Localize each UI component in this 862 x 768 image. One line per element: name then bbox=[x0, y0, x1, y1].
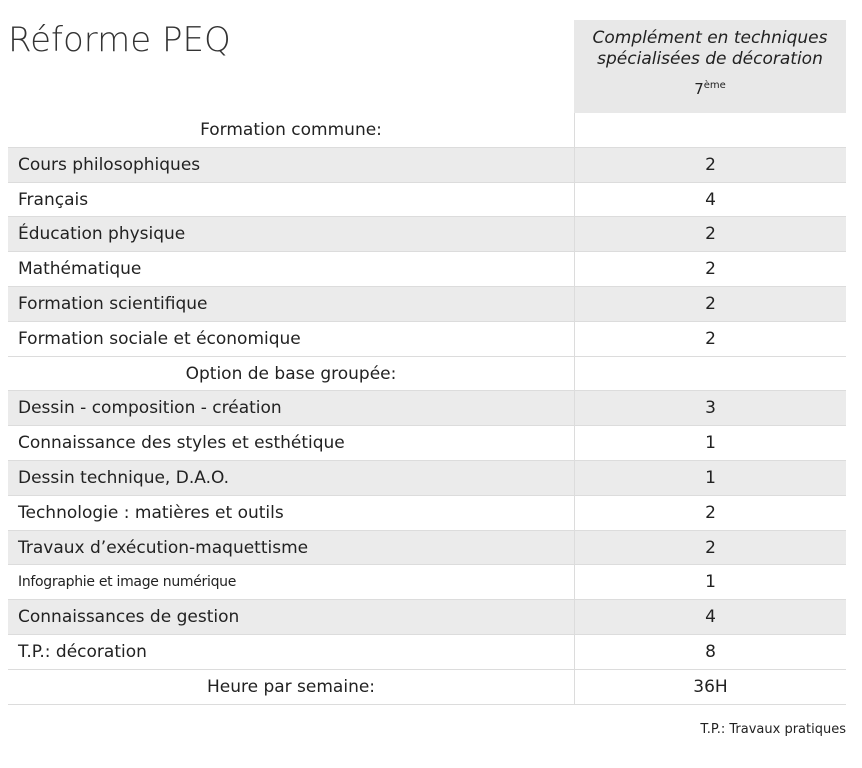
table-row: Technologie : matières et outils 2 bbox=[8, 495, 846, 531]
table-row: Mathématique 2 bbox=[8, 252, 846, 287]
row-label: Mathématique bbox=[18, 259, 142, 280]
table-row: Option de base groupée: bbox=[8, 356, 846, 392]
row-value bbox=[574, 113, 846, 147]
row-label: Travaux d’exécution-maquettisme bbox=[8, 530, 574, 565]
row-value: 2 bbox=[574, 147, 846, 182]
row-value: 4 bbox=[574, 600, 846, 634]
year-number: 7 bbox=[694, 80, 704, 98]
footnote: T.P.: Travaux pratiques bbox=[700, 722, 846, 737]
row-label: Français bbox=[18, 189, 89, 210]
table-row: Dessin technique, D.A.O. 1 bbox=[8, 461, 846, 496]
row-label: Technologie : matières et outils bbox=[18, 502, 284, 523]
table-row: Connaissances de gestion 4 bbox=[8, 600, 846, 635]
column-header: Complément en techniques spécialisées de… bbox=[574, 20, 846, 113]
table-row: Travaux d’exécution-maquettisme 2 bbox=[8, 530, 846, 566]
row-label: Option de base groupée: bbox=[185, 363, 397, 384]
table-row: Connaissance des styles et esthétique 1 bbox=[8, 426, 846, 461]
year-suffix: ème bbox=[703, 80, 726, 91]
row-value: 2 bbox=[574, 287, 846, 321]
table-row: Formation commune: bbox=[8, 113, 846, 148]
row-label: Connaissance des styles et esthétique bbox=[18, 433, 345, 454]
table-row: Infographie et image numérique 1 bbox=[8, 565, 846, 601]
row-label: Formation scientifique bbox=[8, 287, 574, 321]
table-row: T.P.: décoration 8 bbox=[8, 635, 846, 670]
table-row: Français 4 bbox=[8, 182, 846, 218]
column-title: Complément en techniques spécialisées de… bbox=[592, 28, 828, 69]
row-label: T.P.: décoration bbox=[18, 642, 147, 662]
row-label: Formation sociale et économique bbox=[18, 328, 301, 349]
row-value: 1 bbox=[574, 461, 846, 495]
row-value: 1 bbox=[574, 426, 846, 460]
row-label: Dessin - composition - création bbox=[8, 391, 574, 426]
row-value: 8 bbox=[574, 635, 846, 669]
row-label: Formation commune: bbox=[200, 120, 382, 140]
table-row: Cours philosophiques 2 bbox=[8, 147, 846, 183]
row-value bbox=[574, 356, 846, 391]
table-row: Éducation physique 2 bbox=[8, 217, 846, 253]
row-value: 2 bbox=[574, 217, 846, 252]
table-row: Heure par semaine: 36H bbox=[8, 669, 846, 705]
row-value: 4 bbox=[574, 182, 846, 217]
row-label: Éducation physique bbox=[8, 217, 574, 252]
year: 7ème bbox=[574, 80, 846, 98]
row-label: Dessin technique, D.A.O. bbox=[8, 461, 574, 495]
title: Réforme PEQ bbox=[8, 20, 231, 60]
row-value: 1 bbox=[574, 565, 846, 600]
table-row: Dessin - composition - création 3 bbox=[8, 391, 846, 427]
row-label: Heure par semaine: bbox=[206, 676, 376, 697]
row-value: 2 bbox=[574, 252, 846, 286]
table-row: Formation scientifique 2 bbox=[8, 287, 846, 322]
row-label: Connaissances de gestion bbox=[8, 600, 574, 634]
row-value: 2 bbox=[574, 321, 846, 356]
table-row: Formation sociale et économique 2 bbox=[8, 321, 846, 357]
row-label: Cours philosophiques bbox=[8, 147, 574, 182]
row-value: 36H bbox=[574, 669, 846, 704]
row-value: 2 bbox=[574, 495, 846, 530]
row-label: Infographie et image numérique bbox=[18, 574, 237, 591]
row-value: 2 bbox=[574, 530, 846, 565]
row-value: 3 bbox=[574, 391, 846, 426]
